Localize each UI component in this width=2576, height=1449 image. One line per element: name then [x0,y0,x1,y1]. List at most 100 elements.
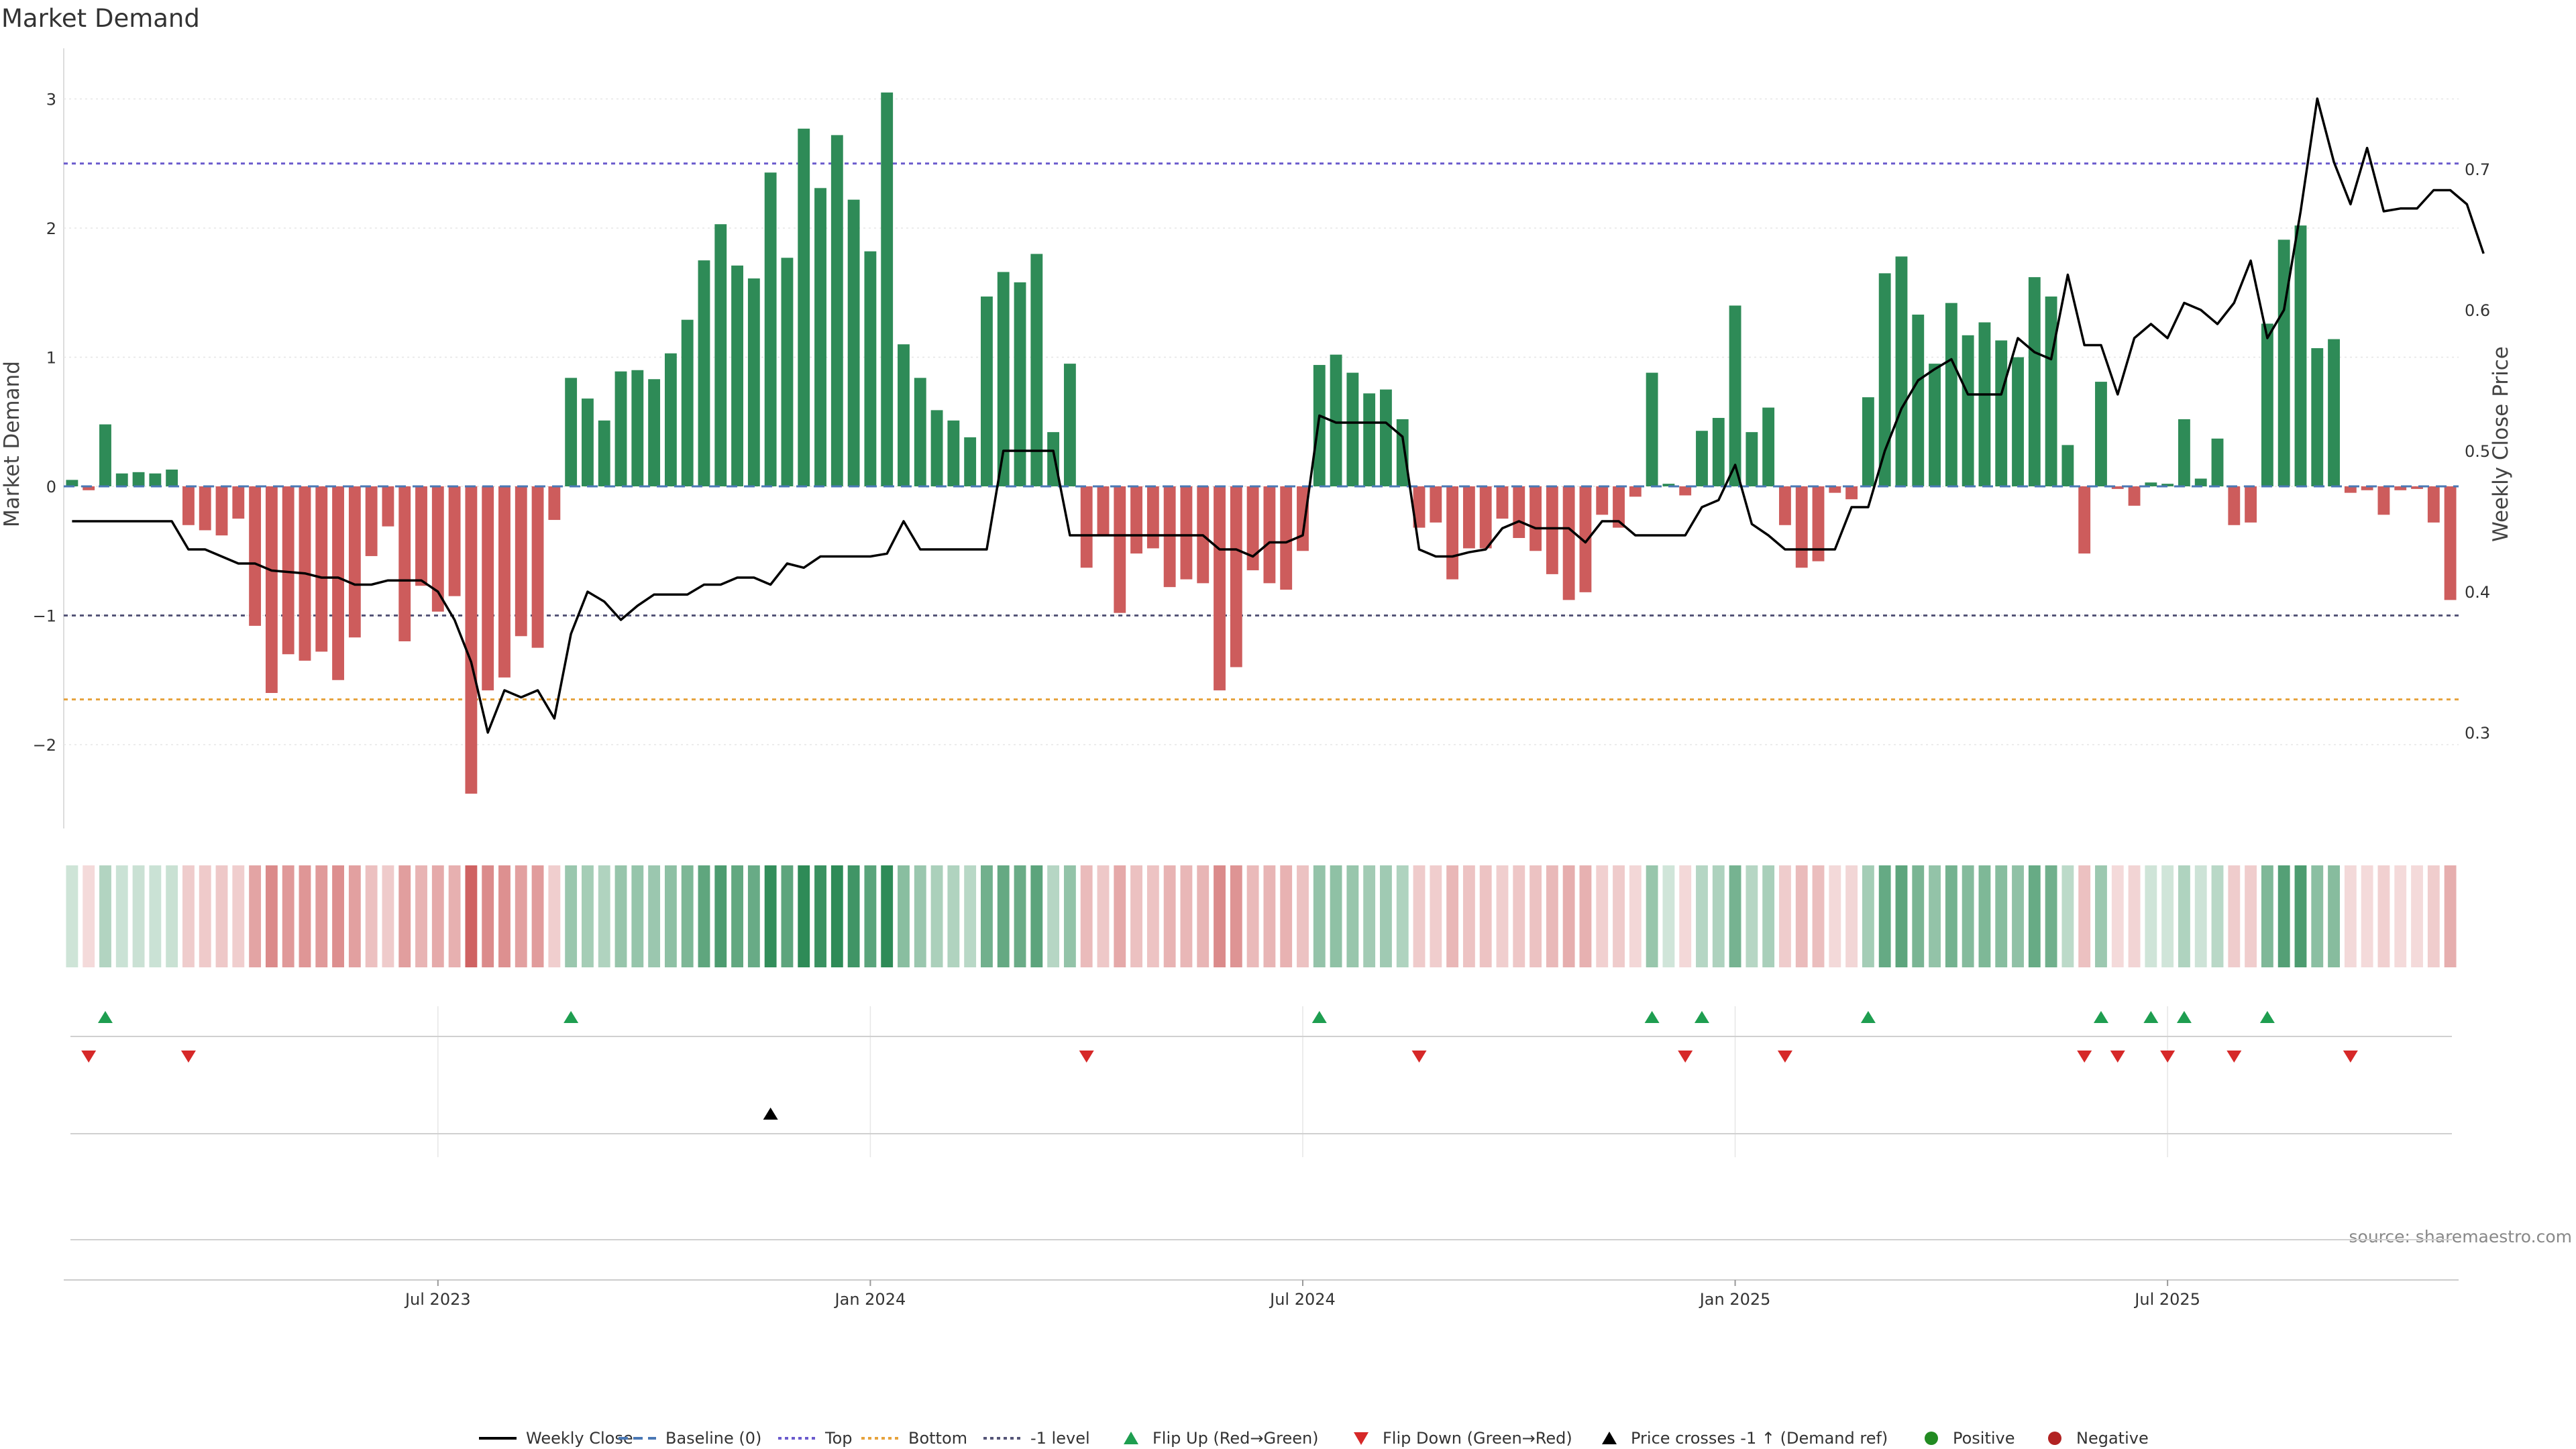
flip-down-marker [2110,1051,2125,1063]
demand-heat-strip [66,865,2457,967]
heat-cell [1214,865,1226,967]
heat-cell [930,865,943,967]
heat-cell [1712,865,1725,967]
demand-bar [1246,486,1259,571]
demand-bar [930,410,943,486]
demand-bar [2311,348,2324,486]
heat-cell [2211,865,2224,967]
demand-bar [1230,486,1242,667]
heat-cell [1779,865,1791,967]
demand-bar [1696,431,1708,486]
heat-cell [731,865,743,967]
heat-cell [2277,865,2290,967]
x-tick-label: Jul 2024 [1269,1290,1336,1309]
heat-cell [1596,865,1609,967]
y-tick-label: −1 [33,607,56,626]
y2-tick-label: 0.4 [2465,583,2490,602]
demand-bar [1878,273,1891,486]
demand-bar [681,319,694,486]
heat-cell [1097,865,1110,967]
flip-up-marker [1860,1011,1876,1023]
demand-bar [947,420,960,486]
demand-bar [1479,486,1492,549]
flip-down-marker [81,1051,97,1063]
legend-label: Flip Down (Green→Red) [1383,1429,1572,1448]
heat-cell [166,865,178,967]
demand-bar [382,486,394,527]
demand-bar [2012,357,2024,486]
demand-bar [2028,277,2041,486]
demand-bar [1030,254,1043,486]
demand-bar [332,486,344,680]
demand-bar [83,486,95,490]
demand-bar [648,379,661,486]
heat-cell [764,865,777,967]
heat-cell [548,865,561,967]
demand-bar [249,486,262,626]
demand-bar [1496,486,1509,519]
demand-bar [2427,486,2440,523]
heat-cell [149,865,162,967]
legend-label: Price crosses -1 ↑ (Demand ref) [1631,1429,1888,1448]
demand-bar [847,199,860,486]
demand-bar [1263,486,1276,584]
heat-cell [2161,865,2174,967]
y-tick-label: 2 [46,219,56,238]
heat-cell [431,865,444,967]
heat-cell [1413,865,1426,967]
legend-label: Top [824,1429,853,1448]
demand-bar [2411,486,2423,489]
heat-cell [1180,865,1193,967]
heat-cell [1995,865,2008,967]
demand-bar [1646,372,1658,486]
heat-cell [2045,865,2057,967]
demand-bar [1396,419,1409,486]
y2-axis-title: Weekly Close Price [2489,346,2513,542]
heat-cell [1446,865,1459,967]
demand-bar [565,378,578,486]
heat-cell [2328,865,2340,967]
demand-bar [99,424,111,486]
legend-label: Positive [1953,1429,2015,1448]
heat-cell [1878,865,1891,967]
heat-cell [1330,865,1342,967]
demand-bar [2361,486,2373,490]
demand-bar [1313,365,1326,486]
demand-bar [365,486,378,556]
demand-bar [1430,486,1442,523]
legend-swatch [1124,1432,1138,1444]
heat-cell [1662,865,1675,967]
heat-cell [2377,865,2390,967]
demand-bar [1945,303,1957,486]
heat-cell [1729,865,1741,967]
demand-bar [2377,486,2390,515]
x-tick-label: Jan 2024 [834,1290,906,1309]
heat-cell [1479,865,1492,967]
legend-label: Negative [2076,1429,2149,1448]
legend-label: Flip Up (Red→Green) [1152,1429,1319,1448]
demand-bar [881,92,894,486]
heat-cell [2111,865,2124,967]
x-tick-label: Jul 2025 [2133,1290,2200,1309]
heat-cell [2228,865,2241,967]
demand-bar [1446,486,1459,580]
demand-bar [1330,354,1342,486]
demand-bar [1297,486,1309,551]
heat-cell [681,865,694,967]
heat-cell [847,865,860,967]
heat-cell [249,865,262,967]
demand-bar [1280,486,1293,590]
heat-cell [1363,865,1376,967]
chart-title: Market Demand [1,4,200,33]
y2-tick-label: 0.3 [2465,724,2490,743]
y2-tick-label: 0.6 [2465,301,2490,320]
flip-up-marker [1311,1011,1327,1023]
heat-cell [1163,865,1176,967]
demand-bar [448,486,461,596]
y-tick-label: 3 [46,91,56,109]
x-tick-label: Jul 2023 [404,1290,471,1309]
heat-cell [2411,865,2423,967]
demand-bar [2228,486,2241,525]
demand-bar [282,486,294,655]
demand-bar [814,188,826,486]
